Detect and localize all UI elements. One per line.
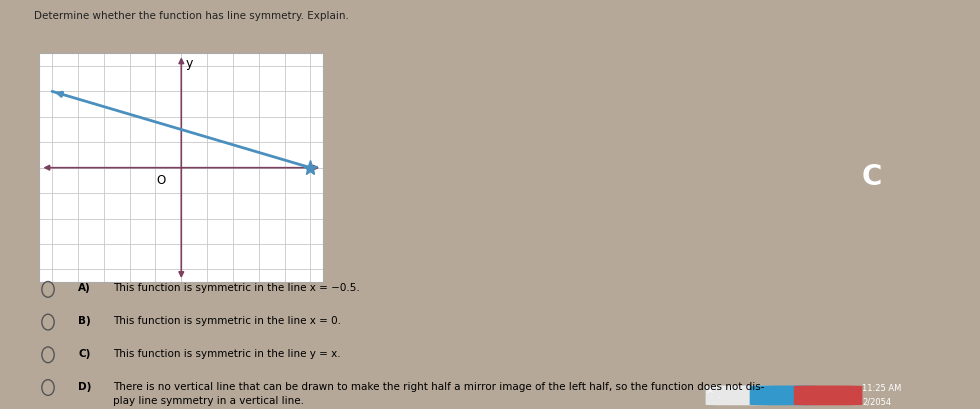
Text: A): A) [78, 283, 91, 293]
Text: D): D) [78, 382, 92, 391]
FancyBboxPatch shape [794, 386, 862, 405]
Text: C): C) [78, 349, 91, 359]
Text: 2/2054: 2/2054 [862, 397, 892, 407]
Text: ^ .: ^ . [706, 390, 720, 400]
Text: Determine whether the function has line symmetry. Explain.: Determine whether the function has line … [33, 11, 349, 21]
Text: O: O [157, 174, 166, 187]
Text: This function is symmetric in the line x = −0.5.: This function is symmetric in the line x… [113, 283, 360, 293]
Text: This function is symmetric in the line x = 0.: This function is symmetric in the line x… [113, 316, 341, 326]
Text: y: y [185, 57, 192, 70]
Text: B): B) [78, 316, 91, 326]
FancyBboxPatch shape [750, 386, 818, 405]
FancyBboxPatch shape [706, 386, 774, 405]
Text: This function is symmetric in the line y = x.: This function is symmetric in the line y… [113, 349, 340, 359]
Text: There is no vertical line that can be drawn to make the right half a mirror imag: There is no vertical line that can be dr… [113, 382, 764, 391]
Text: C: C [862, 163, 882, 191]
Text: play line symmetry in a vertical line.: play line symmetry in a vertical line. [113, 396, 304, 406]
Text: 11:25 AM: 11:25 AM [862, 384, 902, 393]
